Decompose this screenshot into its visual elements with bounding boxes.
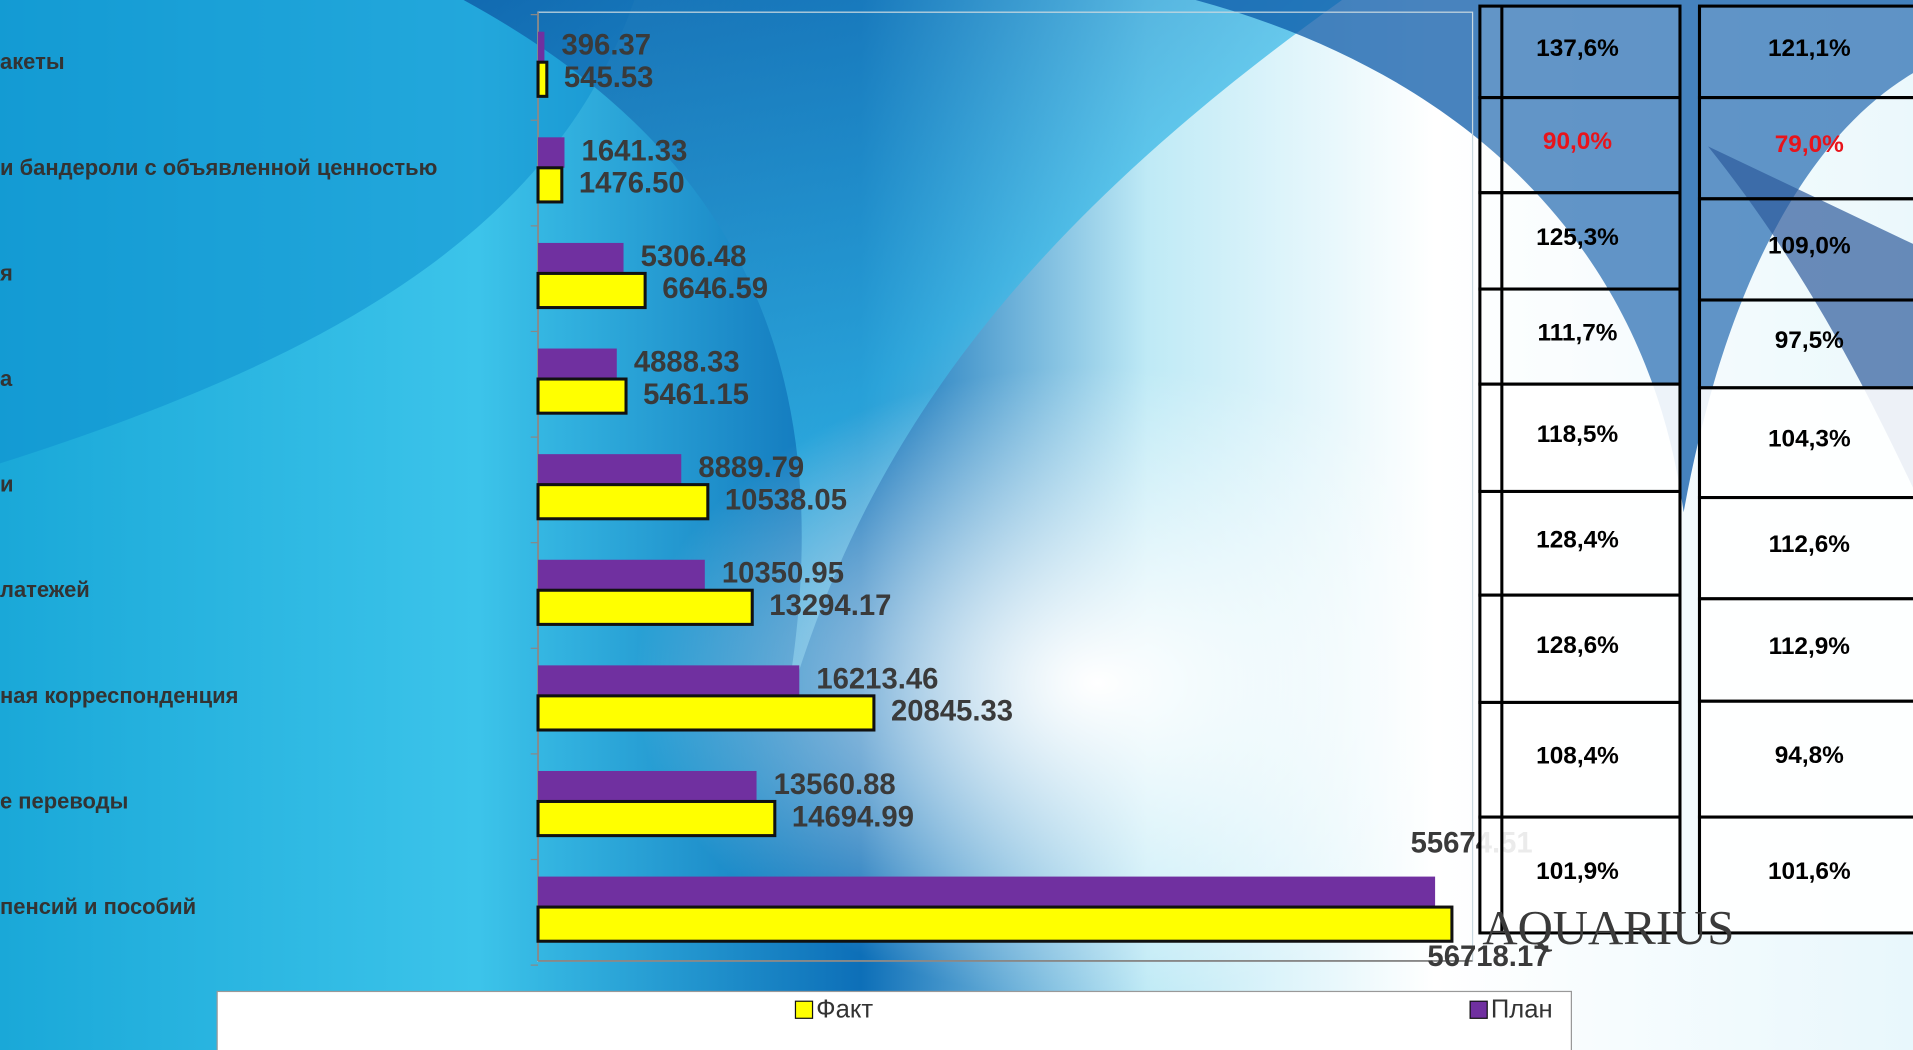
table-cell (1478, 382, 1682, 493)
value-label: 6646.59 (662, 273, 768, 305)
value-label: 8889.79 (698, 452, 804, 484)
value-label: 56718.17 (1427, 941, 1549, 973)
bar (538, 665, 800, 696)
table-cell-text: 104,3% (1768, 426, 1851, 453)
table-cell (1478, 815, 1682, 935)
swoosh (463, 0, 1343, 732)
table-cell-text: 101,9% (1536, 858, 1619, 885)
legend-label: План (1491, 996, 1553, 1024)
swoosh (0, 0, 635, 464)
table-cell-text: 111,7% (1537, 320, 1617, 347)
table-cell-text: 109,0% (1768, 232, 1851, 259)
value-label: 10350.95 (722, 558, 844, 590)
category-label: ная корреспонденция (0, 683, 238, 708)
value-label: 5306.48 (641, 241, 747, 273)
table-cell-text: 125,3% (1536, 224, 1619, 251)
bar (538, 559, 705, 591)
table-cell (1697, 597, 1913, 703)
legend-box (216, 990, 1573, 1050)
table-cell-text: 121,1% (1768, 35, 1851, 62)
value-label: 5461.15 (643, 379, 749, 411)
bar (536, 271, 647, 310)
table-cell (1697, 496, 1913, 601)
table-cell-text: 94,8% (1775, 742, 1844, 769)
tables: 137,6% 90,0% 125,3% 111,7% 118,5% 128,4% 128,6… (1478, 4, 1913, 935)
bar (538, 31, 545, 63)
table-cell-text: 97,5% (1775, 327, 1844, 354)
logo: AQUARIUS (1482, 901, 1734, 955)
bar (538, 242, 624, 274)
swoosh (1708, 146, 1913, 488)
bar (536, 166, 564, 204)
bar (536, 694, 876, 732)
value-label: 13294.17 (769, 590, 891, 622)
table-cell (1478, 191, 1682, 291)
legend-swatch (794, 1000, 814, 1019)
value-label: 10538.05 (725, 484, 847, 516)
table-cell-text: 112,6% (1769, 531, 1851, 558)
value-label: 396.37 (561, 30, 651, 62)
bar (538, 348, 617, 380)
value-label: 545.53 (564, 62, 654, 94)
bar (538, 454, 682, 485)
category-label: акеты (0, 49, 65, 74)
table-cell-text: 108,4% (1536, 743, 1619, 770)
table-cell-text: 101,6% (1768, 858, 1851, 885)
category-label: е переводы (0, 788, 128, 813)
bar (538, 137, 565, 168)
category-label: пенсий и пособий (0, 894, 196, 919)
table-cell-text: 128,4% (1536, 526, 1619, 553)
table-cell-text: 112,9% (1769, 633, 1851, 660)
table-cell (1697, 4, 1913, 100)
value-label: 13560.88 (774, 769, 896, 801)
table-cell (1478, 287, 1682, 386)
bar (536, 799, 777, 838)
table-cell (1697, 699, 1913, 819)
value-label: 14694.99 (792, 801, 914, 833)
table-cell-text: 118,5% (1537, 421, 1619, 448)
value-label: 16213.46 (816, 663, 938, 695)
swoosh (1195, 0, 1913, 513)
bar (536, 905, 1454, 943)
legend-label: Факт (816, 996, 873, 1024)
table-cell (1697, 815, 1913, 935)
bar (538, 770, 757, 802)
table-cell (1478, 700, 1682, 819)
bar (536, 483, 710, 521)
table-cell (1697, 386, 1913, 500)
table-cell-text: 137,6% (1536, 35, 1619, 62)
category-label: и бандероли с объявленной ценностью (0, 155, 437, 180)
bar (536, 588, 754, 626)
value-label: 1641.33 (582, 135, 688, 167)
table-cell (1478, 593, 1682, 704)
bar (536, 60, 549, 98)
category-label: а (0, 366, 13, 391)
table-cell-text: 128,6% (1536, 632, 1619, 659)
legend-swatch (1469, 1000, 1488, 1019)
value-label: 20845.33 (891, 696, 1013, 728)
category-label: латежей (0, 577, 90, 602)
table-cell (1478, 4, 1682, 100)
bar (538, 876, 1436, 908)
table-cell-text: 79,0% (1775, 131, 1844, 158)
category-label: и (0, 472, 14, 497)
glow (634, 365, 1562, 1001)
value-label: 1476.50 (579, 168, 685, 200)
value-label: 4888.33 (634, 347, 740, 379)
table-cell-text: 90,0% (1543, 128, 1612, 155)
table-cell (1697, 197, 1913, 302)
bar (536, 377, 628, 415)
category-label: я (0, 260, 13, 285)
